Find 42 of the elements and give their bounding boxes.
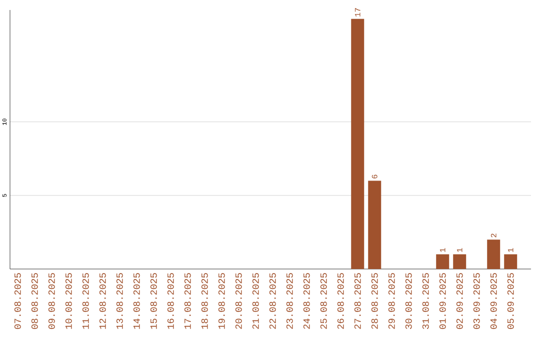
x-tick-label: 21.08.2025 xyxy=(252,273,259,329)
x-tick-label: 18.08.2025 xyxy=(201,273,208,329)
bar xyxy=(453,254,466,269)
bar xyxy=(351,18,364,269)
x-tick-label: 27.08.2025 xyxy=(354,273,361,329)
bar xyxy=(436,254,450,269)
data-label: 1 xyxy=(440,248,446,252)
x-tick-label: 20.08.2025 xyxy=(235,273,242,329)
x-tick-label: 24.08.2025 xyxy=(303,273,310,329)
data-label: 1 xyxy=(456,248,462,252)
data-label: 1 xyxy=(508,248,514,252)
x-tick-label: 28.08.2025 xyxy=(371,273,378,329)
x-tick-label: 04.09.2025 xyxy=(490,273,497,329)
x-tick-label: 11.08.2025 xyxy=(82,273,89,329)
x-tick-label: 08.08.2025 xyxy=(31,273,38,329)
x-tick-label: 17.08.2025 xyxy=(184,273,191,329)
x-tick-label: 25.08.2025 xyxy=(320,273,327,329)
x-tick-label: 23.08.2025 xyxy=(286,273,293,329)
x-tick-label: 30.08.2025 xyxy=(405,273,412,329)
x-tick-label: 16.08.2025 xyxy=(167,273,174,329)
x-tick-label: 03.09.2025 xyxy=(473,273,480,329)
x-tick-label: 22.08.2025 xyxy=(269,273,276,329)
x-tick-label: 14.08.2025 xyxy=(133,273,140,329)
x-tick-label: 31.08.2025 xyxy=(422,273,429,329)
x-tick-label: 26.08.2025 xyxy=(337,273,344,329)
bar xyxy=(368,180,382,269)
x-tick-label: 07.08.2025 xyxy=(14,273,21,329)
x-tick-label: 01.09.2025 xyxy=(439,273,446,329)
x-tick-label: 05.09.2025 xyxy=(507,273,514,329)
x-tick-label: 09.08.2025 xyxy=(48,273,55,329)
data-label: 6 xyxy=(372,174,378,178)
x-tick-label: 15.08.2025 xyxy=(150,273,157,329)
x-tick-label: 19.08.2025 xyxy=(218,273,225,329)
bar xyxy=(487,240,500,269)
data-label: 17 xyxy=(354,8,360,17)
x-tick-label: 29.08.2025 xyxy=(388,273,395,329)
x-tick-label: 12.08.2025 xyxy=(99,273,106,329)
x-tick-label: 13.08.2025 xyxy=(116,273,123,329)
bar xyxy=(504,254,518,269)
data-label: 2 xyxy=(490,234,496,238)
x-tick-label: 02.09.2025 xyxy=(456,273,463,329)
x-tick-label: 10.08.2025 xyxy=(65,273,72,329)
